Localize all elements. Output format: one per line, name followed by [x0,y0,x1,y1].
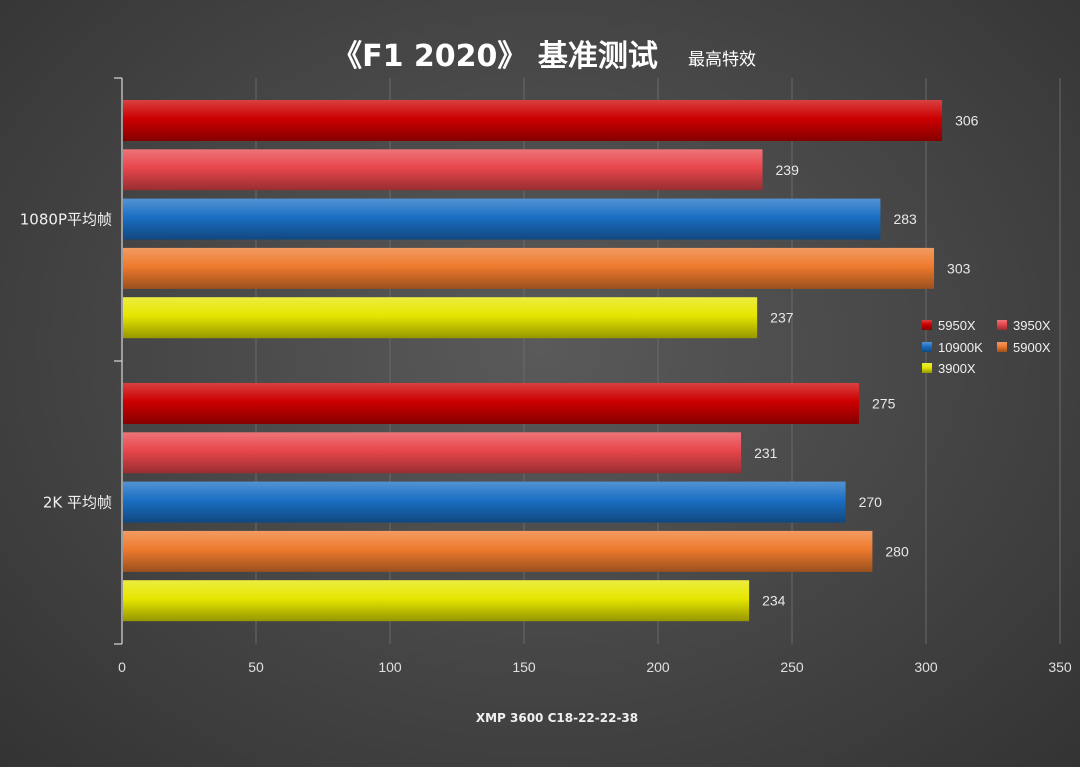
data-label: 270 [859,494,883,510]
bar-5900x-1080p [123,247,935,289]
legend-label-10900k: 10900K [938,340,983,355]
x-tick-label: 0 [118,659,126,675]
bar-3900x-1080p [123,297,758,339]
data-labels: 306 239 283 303 237 275 231 270 280 234 [754,113,979,609]
legend-swatch-10900k [922,342,932,352]
legend-label-5900x: 5900X [1013,340,1051,355]
x-axis-ticks: 0 50 100 150 200 250 300 350 [118,659,1072,675]
legend-swatch-5900x [997,342,1007,352]
legend: 5950X 3950X 10900K 5900X 3900X [922,318,1051,376]
legend-label-3900x: 3900X [938,361,976,376]
legend-label-5950x: 5950X [938,318,976,333]
bar-10900k-1080p [123,198,881,240]
data-label: 231 [754,445,778,461]
category-labels: 1080P平均帧 2K 平均帧 [20,211,112,512]
footer-note: XMP 3600 C18-22-22-38 [476,711,638,725]
bar-10900k-2k [123,481,846,523]
data-label: 239 [776,162,800,178]
bars [123,100,943,622]
x-tick-label: 50 [248,659,264,675]
bar-3900x-2k [123,580,750,622]
data-label: 306 [955,113,979,129]
data-label: 237 [770,310,794,326]
bar-5950x-2k [123,383,859,424]
bar-5950x-1080p [123,100,943,141]
x-tick-label: 100 [378,659,402,675]
legend-label-3950x: 3950X [1013,318,1051,333]
x-tick-label: 300 [914,659,938,675]
data-label: 234 [762,593,786,609]
bar-5900x-2k [123,530,873,572]
chart-subtitle: 最高特效 [688,50,756,70]
data-label: 303 [947,260,971,276]
y-axis [114,77,123,645]
data-label: 283 [893,211,917,227]
legend-swatch-3950x [997,320,1007,330]
data-label: 275 [872,396,896,412]
legend-swatch-3900x [922,363,932,373]
x-tick-label: 250 [780,659,804,675]
category-label: 1080P平均帧 [20,211,112,229]
category-label: 2K 平均帧 [43,494,112,512]
x-tick-label: 200 [646,659,670,675]
bar-3950x-1080p [123,149,763,191]
bar-3950x-2k [123,432,742,474]
x-tick-label: 150 [512,659,536,675]
legend-swatch-5950x [922,320,932,330]
data-label: 280 [885,543,909,559]
x-tick-label: 350 [1048,659,1072,675]
chart-title: 《F1 2020》 基准测试 [332,39,658,74]
